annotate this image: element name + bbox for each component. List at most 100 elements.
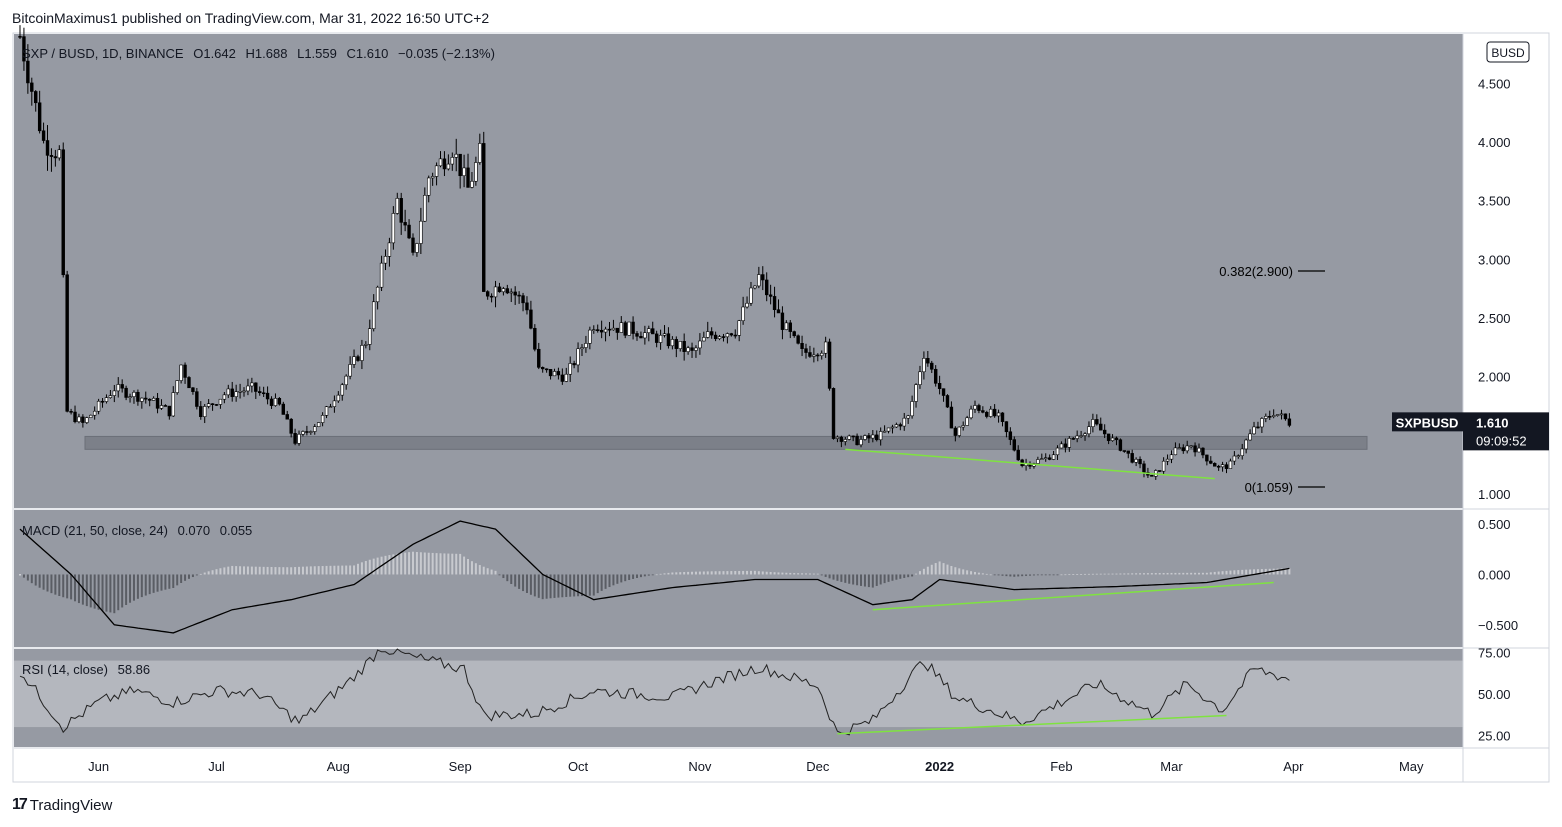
candle-body <box>706 331 710 338</box>
macd-histogram-bar <box>816 573 819 575</box>
candle-body <box>301 431 305 435</box>
candle-body <box>195 391 199 407</box>
macd-histogram-bar <box>1103 573 1106 575</box>
candle-body <box>442 158 447 170</box>
macd-histogram-bar <box>372 558 375 575</box>
ohlc-open-label: O <box>193 46 203 61</box>
macd-histogram-bar <box>231 565 234 575</box>
candle-body <box>745 302 749 308</box>
macd-histogram-bar <box>502 574 505 579</box>
macd-histogram-bar <box>812 573 815 575</box>
macd-histogram-bar <box>577 574 580 597</box>
macd-histogram-bar <box>616 574 619 584</box>
macd-histogram-bar <box>77 574 80 604</box>
macd-histogram-bar <box>793 573 796 575</box>
macd-axis[interactable]: 0.500 0.000 −0.500 <box>1478 517 1518 633</box>
candle-body <box>513 291 517 296</box>
candle-body <box>423 195 427 222</box>
candle-body <box>985 411 989 417</box>
candle-body <box>517 294 521 297</box>
macd-histogram-bar <box>1284 568 1287 575</box>
macd-histogram-bar <box>262 566 265 575</box>
macd-histogram-bar <box>808 573 811 575</box>
macd-histogram-bar <box>1253 569 1256 575</box>
macd-histogram-bar <box>1146 573 1149 575</box>
price-axis[interactable]: 4.500 4.000 3.500 3.000 2.500 2.000 1.000 <box>1478 76 1511 502</box>
candle-body <box>328 406 333 408</box>
candle-body <box>222 394 227 400</box>
candle-body <box>1087 426 1091 435</box>
macd-histogram-bar <box>1021 574 1024 577</box>
macd-histogram-bar <box>1142 573 1145 575</box>
macd-tick-label: −0.500 <box>1478 618 1518 633</box>
macd-histogram-bar <box>85 574 88 607</box>
macd-histogram-bar <box>246 566 249 575</box>
candle-body <box>30 82 34 92</box>
candle-body <box>242 390 246 393</box>
candle-body <box>250 382 254 387</box>
price-pane[interactable] <box>14 34 1463 508</box>
candle-body <box>552 371 557 377</box>
candle-body <box>529 309 533 329</box>
candle-body <box>399 198 403 223</box>
rsi-label: RSI (14, close) <box>22 662 108 677</box>
macd-histogram-bar <box>164 574 167 590</box>
macd-histogram-bar <box>408 552 411 575</box>
candle-body <box>340 384 344 396</box>
macd-histogram-bar <box>388 555 391 575</box>
candle-body <box>1193 445 1197 453</box>
rsi-tick-label: 75.00 <box>1478 645 1511 660</box>
macd-histogram-bar <box>199 573 202 575</box>
last-price-symbol: SXPBUSD <box>1396 415 1459 430</box>
macd-histogram-bar <box>930 564 933 575</box>
candle-body <box>285 414 289 420</box>
candle-body <box>379 262 384 288</box>
macd-histogram-bar <box>789 572 792 575</box>
candle-body <box>167 405 172 417</box>
macd-histogram-bar <box>384 555 387 575</box>
candle-body <box>725 333 730 338</box>
currency-badge[interactable] <box>1486 41 1530 63</box>
tradingview-logo-icon: 17 <box>12 796 28 813</box>
macd-histogram-bar <box>714 571 717 575</box>
macd-pane[interactable] <box>14 510 1463 647</box>
macd-histogram-bar <box>455 553 458 575</box>
macd-histogram-bar <box>46 574 49 592</box>
candle-body <box>989 408 993 417</box>
macd-histogram-bar <box>1064 574 1067 576</box>
candle-body <box>1236 455 1241 457</box>
macd-histogram-bar <box>718 571 721 575</box>
candle-body <box>772 296 777 311</box>
last-price-marker: SXPBUSD 1.610 09:09:52 <box>1392 412 1549 451</box>
macd-histogram-bar <box>482 566 485 575</box>
tradingview-brand[interactable]: 17 TradingView <box>12 796 112 814</box>
macd-histogram-bar <box>1029 574 1032 576</box>
candle-body <box>179 364 183 381</box>
candle-body <box>493 286 498 298</box>
macd-histogram-bar <box>22 574 25 578</box>
macd-value: 0.070 <box>178 523 211 538</box>
macd-histogram-bar <box>1198 572 1200 575</box>
candle-body <box>316 422 321 427</box>
candle-body <box>1189 445 1193 448</box>
candle-body <box>981 410 985 413</box>
support-zone <box>84 435 1368 450</box>
rsi-axis[interactable]: 75.00 50.00 25.00 <box>1478 645 1511 743</box>
candle-body <box>1008 431 1013 440</box>
candle-body <box>603 328 608 333</box>
macd-histogram-bar <box>1095 573 1098 575</box>
macd-histogram-bar <box>412 551 414 575</box>
macd-histogram-bar <box>1091 573 1094 575</box>
candle-body <box>812 354 816 357</box>
last-price-value: 1.610 <box>1476 415 1509 430</box>
macd-histogram-bar <box>93 574 96 609</box>
candle-body <box>1169 454 1174 460</box>
macd-histogram-bar <box>1135 573 1138 575</box>
time-axis[interactable]: Jun Jul Aug Sep Oct Nov Dec 2022 Feb Mar Apr May <box>88 759 1424 774</box>
macd-histogram-bar <box>632 574 635 579</box>
macd-histogram-bar <box>345 565 348 575</box>
candle-body <box>277 398 282 405</box>
macd-histogram-bar <box>1178 572 1181 575</box>
macd-histogram-bar <box>934 563 937 575</box>
